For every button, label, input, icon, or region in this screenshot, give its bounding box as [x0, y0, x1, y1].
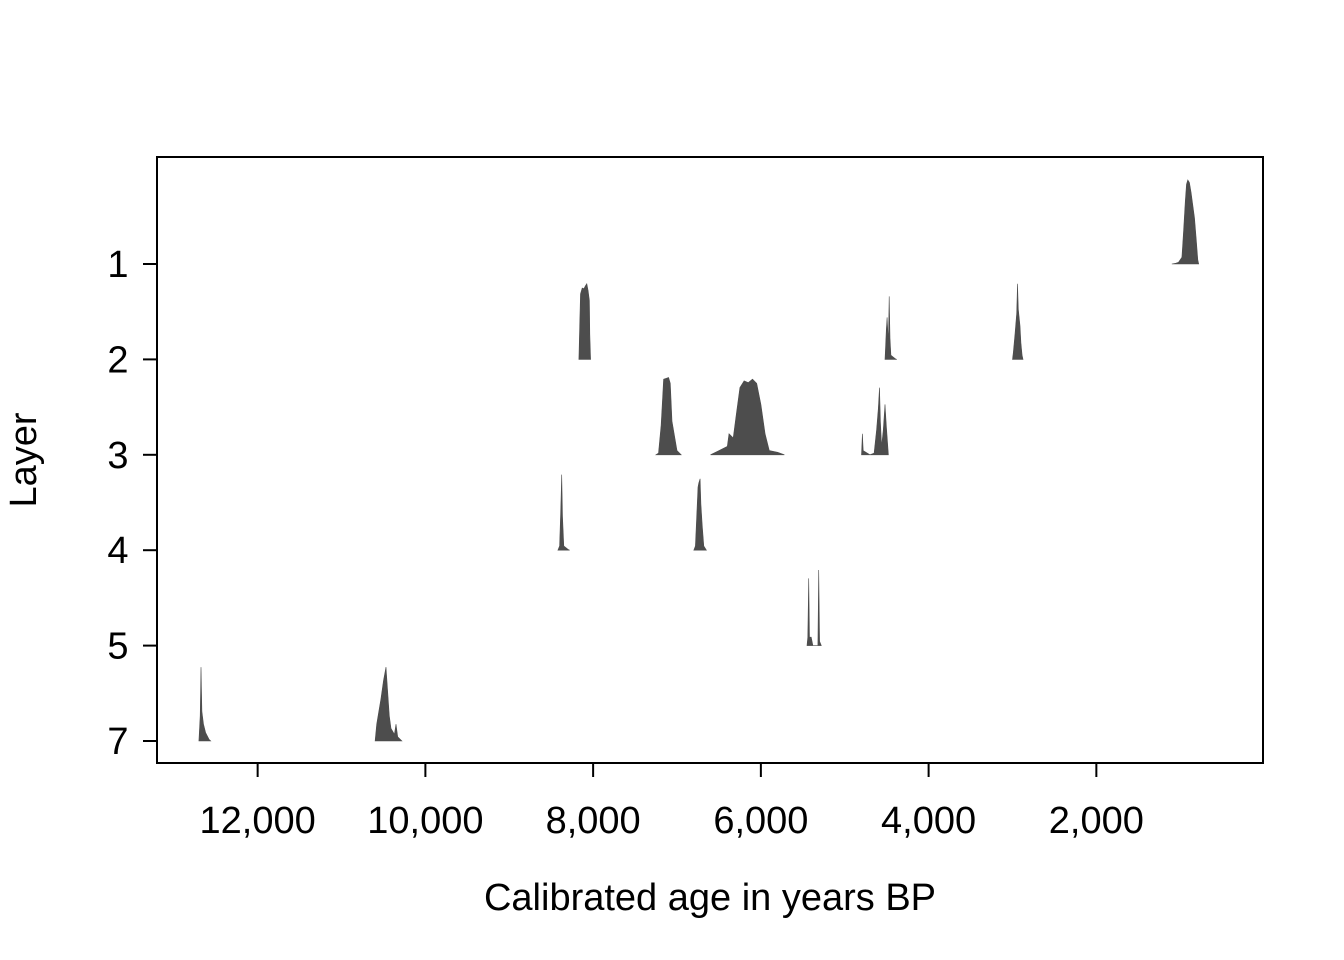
x-tick-label: 2,000 — [1049, 800, 1144, 842]
density-layer-2 — [1012, 283, 1024, 360]
density-layer-3 — [655, 377, 682, 456]
x-tick-label: 8,000 — [546, 800, 641, 842]
x-tick-label: 6,000 — [713, 800, 808, 842]
x-axis: 12,000 10,000 8,000 6,000 4,000 2,000 — [200, 763, 1144, 842]
density-layer-3 — [861, 387, 889, 456]
y-axis: 1 2 3 4 5 7 — [107, 244, 157, 763]
x-axis-title: Calibrated age in years BP — [484, 877, 936, 919]
y-tick-label: 7 — [107, 721, 128, 763]
y-tick-label: 1 — [107, 244, 128, 286]
y-tick-label: 3 — [107, 435, 128, 477]
y-tick-label: 4 — [107, 530, 128, 572]
density-layer-2 — [578, 283, 591, 360]
density-layer-4 — [693, 478, 707, 551]
x-tick-label: 10,000 — [367, 800, 483, 842]
density-layer-7 — [198, 667, 212, 742]
density-layer-5 — [806, 569, 822, 646]
x-tick-label: 12,000 — [200, 800, 316, 842]
plot-frame — [156, 156, 1264, 764]
density-layer-2 — [884, 296, 897, 360]
density-layer-3 — [710, 378, 785, 456]
density-layer-4 — [557, 474, 570, 551]
density-layer-1 — [1171, 179, 1200, 265]
x-tick-label: 4,000 — [881, 800, 976, 842]
y-tick-label: 2 — [107, 339, 128, 381]
y-axis-title: Layer — [3, 412, 45, 507]
y-tick-label: 5 — [107, 626, 128, 668]
density-layer-7 — [374, 667, 403, 742]
density-layer — [198, 179, 1200, 742]
